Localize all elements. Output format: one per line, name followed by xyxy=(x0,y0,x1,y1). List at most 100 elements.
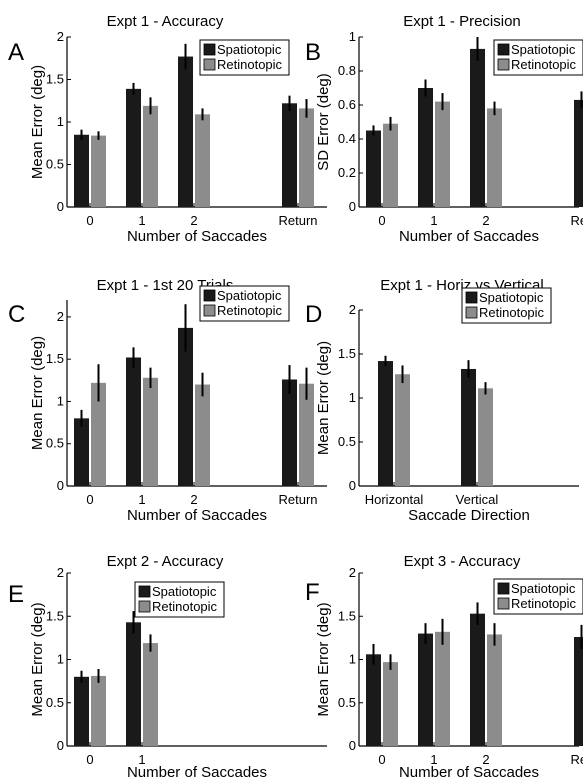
y-tick-label: 0.6 xyxy=(338,97,356,112)
retinotopic-legend-swatch xyxy=(138,600,151,613)
spatiotopic-bar xyxy=(366,654,381,746)
retinotopic-bar xyxy=(435,631,450,746)
x-tick-label: 0 xyxy=(86,752,93,767)
spatiotopic-legend-swatch xyxy=(203,43,216,56)
y-tick-label: 0 xyxy=(57,738,64,753)
y-axis-label: SD Error (deg) xyxy=(315,73,332,171)
y-tick-label: 0 xyxy=(349,738,356,753)
retinotopic-bar xyxy=(91,382,106,486)
y-tick-label: 1 xyxy=(57,652,64,667)
retinotopic-bar xyxy=(395,374,410,486)
retinotopic-bar xyxy=(91,675,106,746)
retinotopic-bar xyxy=(383,123,398,207)
retinotopic-bar xyxy=(478,388,493,486)
spatiotopic-bar xyxy=(574,637,583,746)
y-tick-label: 0.5 xyxy=(46,695,64,710)
y-axis-label: Mean Error (deg) xyxy=(315,602,332,716)
retinotopic-bar xyxy=(435,101,450,207)
y-tick-label: 1 xyxy=(57,114,64,129)
legend-label: Retinotopic xyxy=(479,305,545,320)
y-tick-label: 0.5 xyxy=(338,434,356,449)
x-tick-label: Return xyxy=(278,213,317,228)
panel-letter: A xyxy=(8,39,24,66)
x-tick-label: Horizontal xyxy=(365,492,424,507)
x-tick-label: 2 xyxy=(482,213,489,228)
spatiotopic-bar xyxy=(74,418,89,486)
x-tick-label: 0 xyxy=(86,213,93,228)
y-tick-label: 0.4 xyxy=(338,131,356,146)
x-tick-label: 1 xyxy=(430,213,437,228)
retinotopic-bar xyxy=(487,108,502,207)
x-axis-label: Number of Saccades xyxy=(127,228,267,245)
legend-label: Retinotopic xyxy=(217,57,283,72)
legend-label: Spatiotopic xyxy=(217,288,282,303)
x-tick-label: Return xyxy=(570,213,583,228)
y-axis-label: Mean Error (deg) xyxy=(29,336,46,450)
spatiotopic-bar xyxy=(74,676,89,746)
y-tick-label: 0 xyxy=(349,199,356,214)
y-tick-label: 0 xyxy=(57,478,64,493)
x-axis-label: Number of Saccades xyxy=(127,764,267,780)
x-tick-label: 2 xyxy=(190,492,197,507)
chart-title: Expt 2 - Accuracy xyxy=(107,553,224,570)
spatiotopic-bar xyxy=(470,613,485,746)
x-tick-label: 1 xyxy=(138,213,145,228)
chart-title: Expt 3 - Accuracy xyxy=(404,553,521,570)
spatiotopic-bar xyxy=(282,103,297,207)
spatiotopic-legend-swatch xyxy=(203,289,216,302)
x-axis-label: Number of Saccades xyxy=(127,507,267,524)
spatiotopic-legend-swatch xyxy=(497,582,510,595)
x-tick-label: Return xyxy=(570,752,583,767)
retinotopic-bar xyxy=(487,634,502,746)
y-tick-label: 2 xyxy=(57,565,64,580)
y-tick-label: 1.5 xyxy=(46,608,64,623)
retinotopic-bar xyxy=(195,384,210,486)
y-tick-label: 2 xyxy=(349,565,356,580)
chart-panel-c: C Expt 1 - 1st 20 Trials 0 0.5 1 1.5 2 Mean Err… xyxy=(8,277,327,524)
spatiotopic-legend-swatch xyxy=(465,291,478,304)
spatiotopic-legend-swatch xyxy=(138,585,151,598)
x-tick-label: 1 xyxy=(138,752,145,767)
y-tick-label: 0.5 xyxy=(46,436,64,451)
legend-label: Retinotopic xyxy=(217,303,283,318)
y-tick-label: 1 xyxy=(57,393,64,408)
y-tick-label: 1 xyxy=(349,652,356,667)
spatiotopic-bar xyxy=(470,48,485,208)
x-tick-label: 0 xyxy=(378,752,385,767)
retinotopic-bar xyxy=(299,108,314,207)
legend-label: Spatiotopic xyxy=(511,42,576,57)
chart-title: Expt 1 - Precision xyxy=(403,13,521,30)
x-tick-label: 0 xyxy=(378,213,385,228)
spatiotopic-bar xyxy=(126,622,141,746)
y-tick-label: 1.5 xyxy=(338,608,356,623)
legend-label: Spatiotopic xyxy=(217,42,282,57)
spatiotopic-bar xyxy=(178,327,193,486)
retinotopic-legend-swatch xyxy=(465,306,478,319)
chart-panel-e: E Expt 2 - Accuracy 0 0.5 1 1.5 2 Mean Error (d… xyxy=(8,553,327,780)
y-tick-label: 2 xyxy=(57,29,64,44)
legend-label: Retinotopic xyxy=(511,596,577,611)
x-axis-label: Saccade Direction xyxy=(408,507,530,524)
y-tick-label: 0.5 xyxy=(46,157,64,172)
retinotopic-bar xyxy=(195,114,210,207)
legend-label: Spatiotopic xyxy=(511,581,576,596)
spatiotopic-bar xyxy=(574,99,583,207)
x-tick-label: 0 xyxy=(86,492,93,507)
panel-letter: B xyxy=(305,39,321,66)
retinotopic-bar xyxy=(143,377,158,486)
panel-letter: E xyxy=(8,581,24,608)
y-tick-label: 0.8 xyxy=(338,63,356,78)
y-axis-label: Mean Error (deg) xyxy=(29,602,46,716)
chart-title: Expt 1 - Accuracy xyxy=(107,13,224,30)
y-tick-label: 1 xyxy=(349,29,356,44)
y-tick-label: 0 xyxy=(349,478,356,493)
chart-panel-a: A Expt 1 - Accuracy 0 0.5 1 1.5 2 Mean Error (d… xyxy=(8,13,327,245)
